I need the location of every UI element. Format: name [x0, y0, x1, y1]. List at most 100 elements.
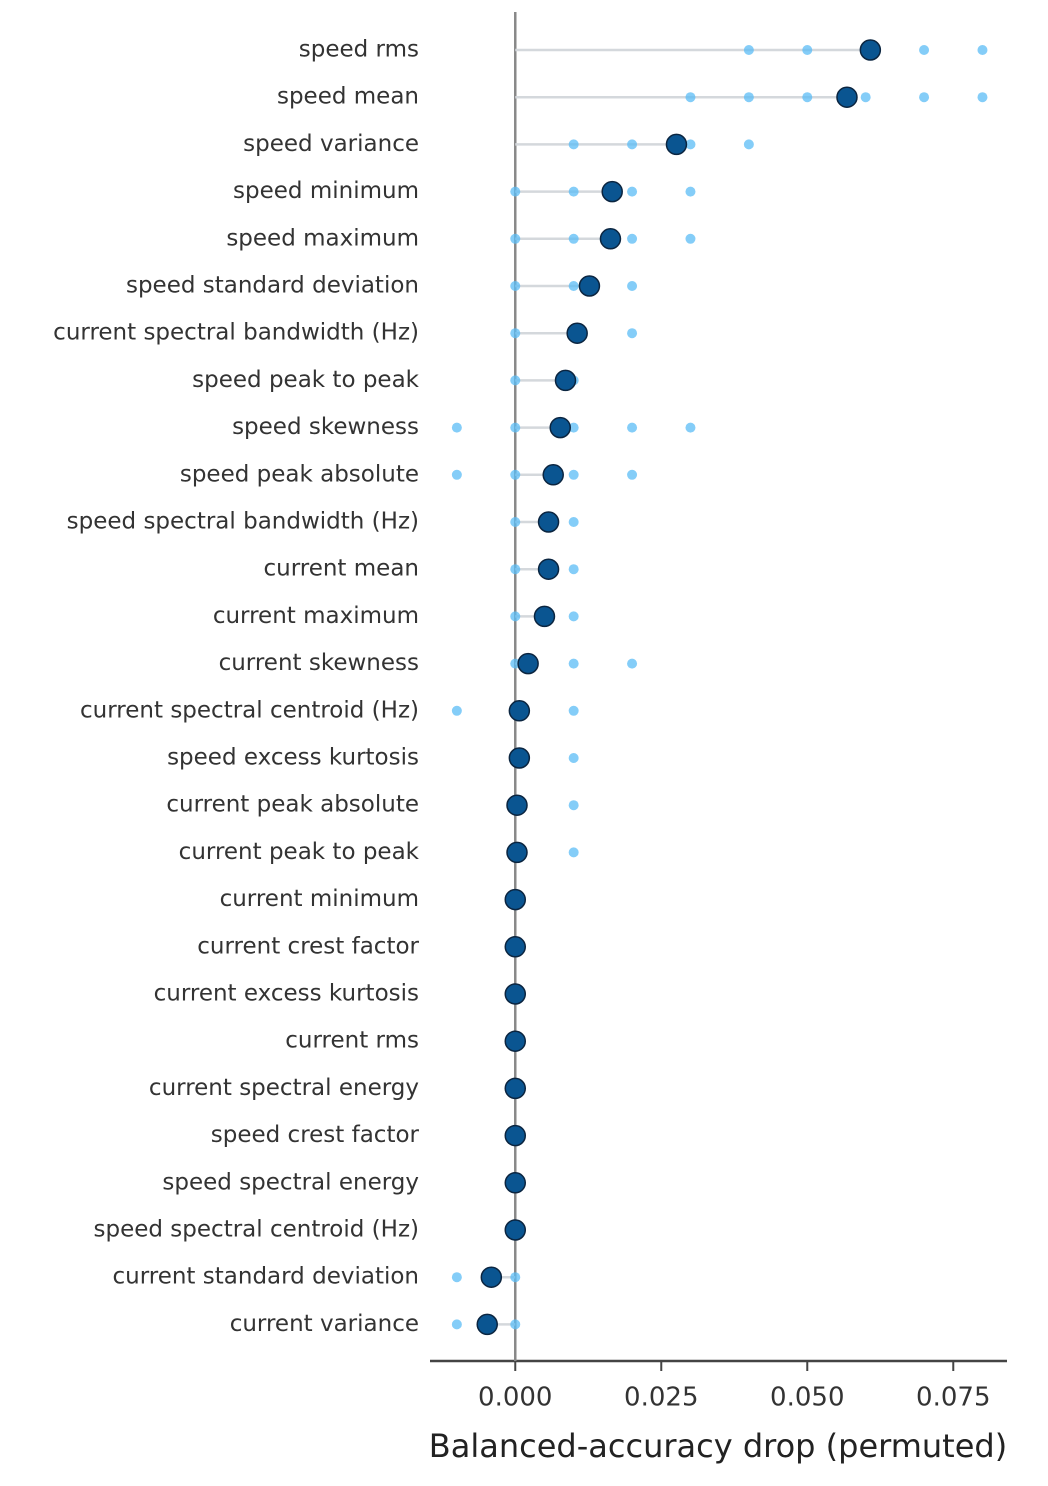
y-tick-label: speed rms: [299, 37, 419, 63]
y-tick-label: speed mean: [277, 84, 419, 110]
x-tick-label: 0.050: [770, 1383, 844, 1413]
y-tick-label: current rms: [285, 1028, 419, 1054]
mean-dot: [549, 416, 571, 439]
repeat-dot: [627, 422, 638, 433]
y-tick-label: speed standard deviation: [126, 273, 419, 299]
repeat-dot: [510, 186, 521, 197]
repeat-dot: [743, 45, 754, 55]
mean-dot: [504, 1172, 527, 1194]
repeat-dot: [568, 186, 579, 197]
mean-dot: [504, 888, 527, 911]
repeat-dot: [451, 705, 462, 716]
repeat-dot: [568, 800, 579, 811]
y-tick-label: current minimum: [220, 886, 419, 912]
x-tick-label: 0.000: [478, 1383, 552, 1413]
y-tick-label: speed peak absolute: [180, 461, 419, 487]
repeat-dot: [627, 658, 638, 669]
repeat-dot: [510, 233, 521, 244]
mean-dot: [859, 39, 882, 61]
repeat-dot: [627, 281, 638, 291]
repeat-dot: [685, 139, 696, 150]
mean-dot: [537, 511, 560, 533]
repeat-dot: [627, 469, 638, 480]
repeat-dot: [510, 564, 521, 575]
repeat-dot: [568, 233, 579, 244]
repeat-dot: [685, 422, 696, 433]
mean-dot: [504, 1030, 527, 1052]
y-tick-label: current maximum: [213, 603, 419, 629]
mean-dot: [554, 369, 577, 392]
repeat-dot: [568, 705, 579, 716]
y-tick-label: current spectral energy: [149, 1075, 419, 1101]
repeat-dot: [568, 658, 579, 669]
repeat-dot: [510, 1272, 521, 1283]
repeat-dot: [510, 611, 521, 622]
repeat-dot: [977, 45, 988, 55]
y-tick-label: speed maximum: [226, 225, 419, 251]
mean-dot: [504, 936, 527, 958]
mean-dot: [566, 322, 588, 344]
repeat-dot: [919, 92, 930, 103]
repeat-dot: [802, 45, 813, 55]
repeat-dot: [627, 186, 638, 197]
y-tick-label: speed skewness: [232, 414, 419, 440]
y-tick-label: current excess kurtosis: [154, 981, 419, 1007]
repeat-dot: [568, 564, 579, 575]
mean-dot: [506, 794, 528, 816]
y-tick-label: speed variance: [243, 131, 419, 157]
y-tick-label: current standard deviation: [112, 1264, 419, 1290]
repeat-dot: [510, 517, 521, 527]
repeat-dot: [568, 611, 579, 622]
mean-dot: [578, 275, 601, 297]
repeat-dot: [743, 139, 754, 150]
repeat-dot: [860, 92, 871, 103]
mean-dot: [508, 700, 531, 722]
mean-dot: [537, 558, 560, 580]
y-tick-label: current spectral bandwidth (Hz): [53, 320, 419, 346]
mean-dot: [476, 1313, 498, 1336]
mean-dot: [504, 1219, 527, 1241]
repeat-dot: [743, 92, 754, 103]
x-tick-label: 0.075: [916, 1383, 990, 1413]
repeat-dot: [919, 45, 930, 55]
repeat-dot: [451, 469, 462, 480]
mean-dot: [542, 464, 564, 486]
repeat-dot: [510, 469, 521, 480]
repeat-dot: [627, 328, 638, 339]
y-tick-label: current mean: [263, 556, 419, 582]
y-tick-label: speed spectral energy: [162, 1169, 419, 1195]
repeat-dot: [568, 281, 579, 291]
repeat-dot: [802, 92, 813, 103]
mean-dot: [599, 228, 622, 250]
repeat-dot: [685, 233, 696, 244]
repeat-dot: [685, 92, 696, 103]
repeat-dot: [685, 186, 696, 197]
y-tick-label: current crest factor: [197, 933, 419, 959]
x-axis-label: Balanced-accuracy drop (permuted): [429, 1427, 1007, 1465]
repeat-dot: [510, 328, 521, 339]
y-tick-label: current peak to peak: [179, 839, 420, 865]
mean-dot: [601, 180, 623, 203]
repeat-dot: [568, 139, 579, 150]
y-tick-label: speed excess kurtosis: [167, 745, 419, 771]
y-tick-label: current spectral centroid (Hz): [80, 697, 419, 723]
mean-dot: [480, 1266, 503, 1288]
repeat-dot: [510, 422, 521, 433]
mean-dot: [836, 86, 858, 108]
y-tick-label: speed minimum: [233, 178, 419, 204]
repeat-dot: [977, 92, 988, 103]
repeat-dot: [568, 422, 579, 433]
mean-dot: [504, 1124, 527, 1147]
mean-dot: [533, 605, 556, 628]
repeat-dot: [568, 847, 579, 858]
repeat-dot: [510, 281, 521, 291]
mean-dot: [504, 983, 527, 1005]
x-tick-label: 0.025: [624, 1383, 698, 1413]
repeat-dot: [451, 1319, 462, 1330]
repeat-dot: [510, 375, 521, 386]
repeat-dot: [568, 753, 579, 763]
y-tick-label: speed crest factor: [211, 1122, 420, 1148]
mean-dot: [517, 652, 539, 675]
repeat-dot: [451, 422, 462, 433]
